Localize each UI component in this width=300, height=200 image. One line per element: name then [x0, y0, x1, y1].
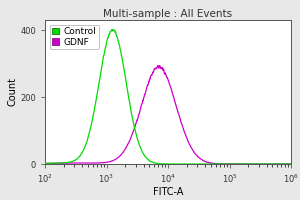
Legend: Control, GDNF: Control, GDNF	[50, 25, 98, 49]
Title: Multi-sample : All Events: Multi-sample : All Events	[103, 9, 232, 19]
Y-axis label: Count: Count	[8, 77, 17, 106]
X-axis label: FITC-A: FITC-A	[153, 187, 183, 197]
